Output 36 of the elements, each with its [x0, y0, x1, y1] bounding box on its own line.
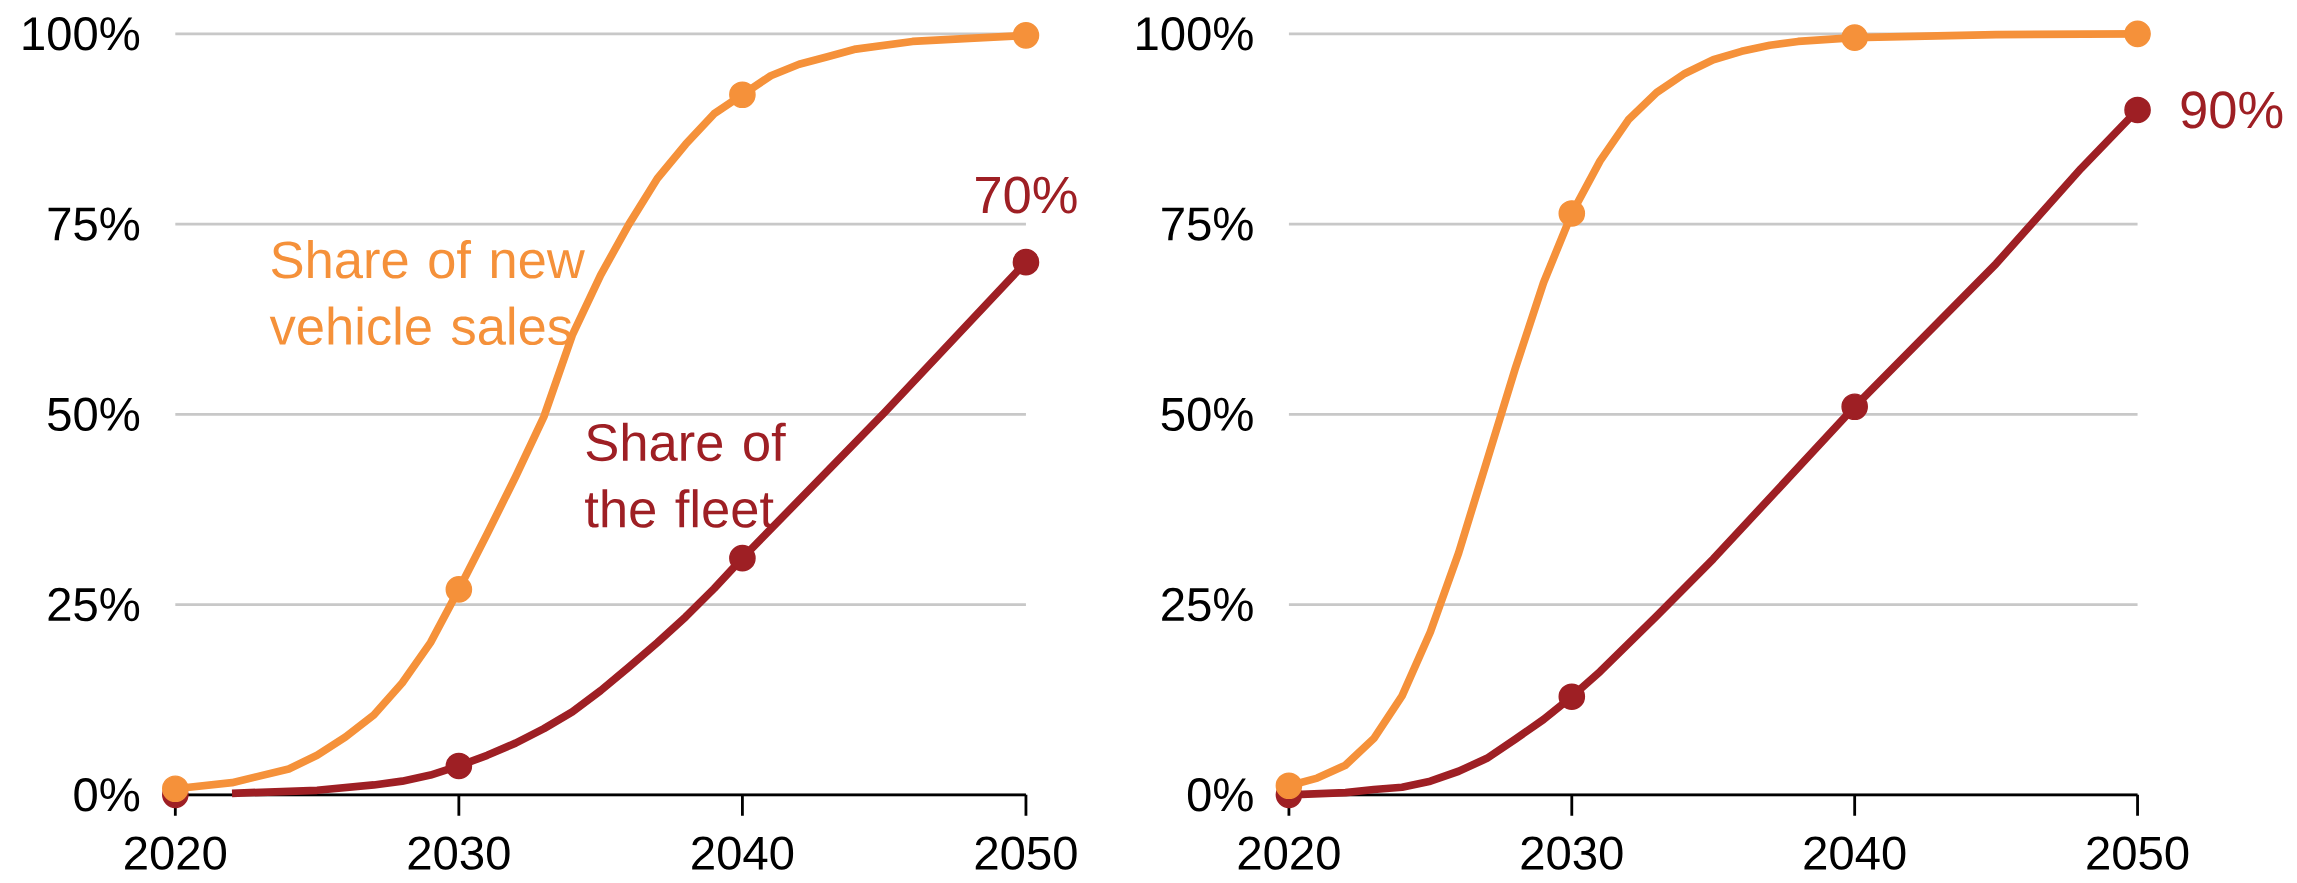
x-tick-label: 2020	[1238, 836, 1340, 870]
y-tick-label: 100%	[1137, 17, 1253, 51]
x-tick-label: 2030	[1521, 836, 1623, 870]
y-tick-label: 0%	[74, 778, 140, 812]
x-tick-label: 2050	[975, 836, 1077, 870]
point	[445, 576, 473, 603]
point	[1012, 249, 1040, 276]
annotation: 70%	[976, 176, 1077, 214]
point	[1841, 393, 1868, 421]
point	[2124, 96, 2151, 124]
y-tick-label: 100%	[23, 17, 140, 51]
y-tick-label: 75%	[1162, 207, 1253, 241]
point	[162, 775, 189, 803]
point	[729, 545, 756, 572]
x-tick-label: 2020	[125, 836, 227, 870]
series-label: Share of the fleet	[585, 422, 786, 528]
annotation: 90%	[2181, 91, 2283, 129]
point	[1841, 24, 1868, 52]
point	[1012, 22, 1040, 49]
point	[1558, 683, 1586, 711]
y-tick-label: 25%	[48, 588, 140, 622]
point	[1275, 772, 1303, 800]
y-tick-label: 75%	[48, 207, 140, 241]
series-label: Share of new vehicle sales	[269, 240, 585, 346]
y-tick-label: 50%	[1161, 397, 1253, 432]
point	[445, 752, 473, 780]
y-tick-label: 50%	[48, 397, 140, 432]
y-tick-label: 0%	[1187, 778, 1253, 812]
x-tick-label: 2050	[2087, 836, 2189, 870]
y-tick-label: 25%	[1162, 588, 1253, 622]
point	[2124, 20, 2151, 48]
point	[729, 81, 756, 109]
x-tick-label: 2040	[1804, 836, 1906, 870]
x-tick-label: 2030	[408, 836, 510, 870]
x-tick-label: 2040	[692, 836, 794, 870]
point	[1558, 200, 1586, 227]
